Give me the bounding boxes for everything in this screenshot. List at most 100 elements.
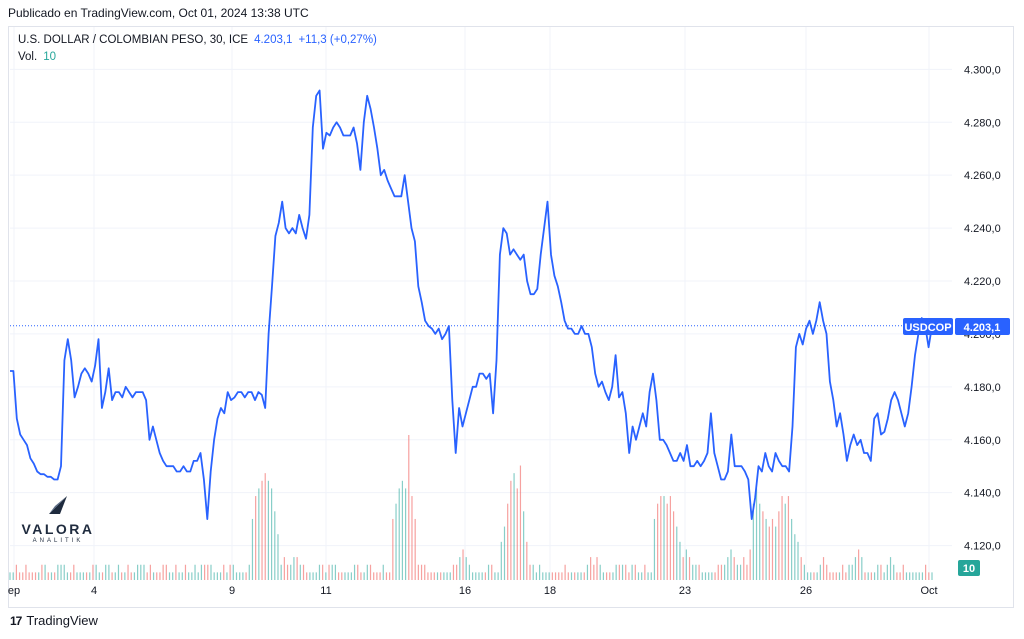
volume-bar: [133, 572, 136, 580]
volume-bar: [430, 572, 432, 580]
volume-bar: [15, 564, 17, 580]
volume-bar: [34, 572, 37, 580]
volume-bar: [108, 564, 110, 580]
volume-bar: [172, 572, 174, 580]
volume-bar: [280, 564, 282, 580]
volume-legend[interactable]: Vol. 10: [18, 51, 56, 63]
volume-bar: [784, 503, 786, 580]
volume-bar: [82, 572, 84, 580]
volume-bar: [98, 572, 100, 580]
volume-bar: [912, 572, 914, 580]
volume-bar: [360, 572, 362, 580]
volume-bar: [73, 564, 75, 580]
volume-bar: [101, 572, 104, 580]
volume-bar: [724, 564, 726, 580]
volume-bar: [867, 572, 869, 580]
volume-bar: [692, 564, 694, 580]
volume-bar: [701, 572, 703, 580]
volume-bar: [602, 572, 604, 580]
volume-bar: [357, 564, 359, 580]
volume-bar: [669, 496, 671, 580]
volume-bar: [523, 511, 525, 580]
volume-bar: [551, 572, 553, 580]
volume-bar: [302, 564, 305, 580]
volume-bar: [248, 564, 250, 580]
volume-bar: [577, 572, 579, 580]
volume-bar: [893, 564, 895, 580]
volume-bar: [334, 564, 337, 580]
volume-bar: [838, 572, 841, 580]
volume-bar: [574, 572, 576, 580]
volume-bar: [286, 564, 289, 580]
chart-frame[interactable]: [8, 26, 1014, 608]
y-tick-label: 4.220,0: [964, 276, 1001, 288]
volume-bar: [194, 564, 196, 580]
volume-bar: [877, 564, 879, 580]
volume-bar: [915, 572, 917, 580]
volume-histogram: [9, 435, 933, 580]
volume-bar: [832, 572, 834, 580]
volume-value: 10: [43, 51, 56, 63]
volume-bar: [899, 572, 901, 580]
volume-bar: [95, 564, 97, 580]
volume-bar: [816, 572, 818, 580]
volume-bar: [459, 557, 461, 580]
volume-bar: [564, 564, 566, 580]
volume-bar: [38, 572, 40, 580]
symbol-legend[interactable]: U.S. DOLLAR / COLOMBIAN PESO, 30, ICE 4.2…: [18, 34, 377, 46]
volume-bar: [229, 564, 231, 580]
volume-bar: [232, 564, 234, 580]
volume-bar: [143, 564, 145, 580]
volume-bar: [781, 496, 783, 580]
volume-bar: [264, 473, 266, 580]
volume-bar: [395, 503, 397, 580]
volume-bar: [235, 572, 238, 580]
y-tick-label: 4.240,0: [964, 223, 1001, 235]
volume-bar: [743, 557, 745, 580]
volume-bar: [755, 488, 758, 580]
volume-bar: [545, 572, 547, 580]
volume-bar: [800, 557, 802, 580]
volume-bar: [762, 511, 764, 580]
volume-bar: [341, 572, 343, 580]
volume-bar: [188, 572, 190, 580]
current-price: 4.203,1: [254, 34, 293, 46]
volume-bar: [516, 488, 518, 580]
volume-bar: [708, 572, 710, 580]
volume-bar: [558, 572, 560, 580]
volume-bar: [628, 572, 630, 580]
volume-bar: [896, 572, 898, 580]
x-tick-label: 16: [459, 585, 471, 597]
volume-bar: [778, 511, 780, 580]
volume-bar: [471, 572, 474, 580]
volume-bar: [318, 564, 321, 580]
x-tick-label: 18: [544, 585, 556, 597]
volume-bar: [353, 564, 356, 580]
volume-bar: [717, 564, 719, 580]
volume-bar: [605, 572, 608, 580]
volume-bar: [475, 572, 477, 580]
volume-bar: [427, 572, 429, 580]
volume-bar: [181, 572, 183, 580]
volume-bar: [449, 572, 451, 580]
volume-bar: [481, 572, 483, 580]
volume-bar: [858, 549, 860, 580]
volume-bar: [408, 435, 410, 580]
volume-bar: [156, 572, 158, 580]
volume-bar: [625, 564, 627, 580]
volume-bar: [184, 564, 187, 580]
volume-bar: [631, 564, 633, 580]
y-axis-labels: 4.120,04.140,04.160,04.180,04.200,04.220…: [964, 64, 1001, 552]
volume-bar: [296, 557, 298, 580]
volume-bar: [663, 496, 665, 580]
volume-bar: [379, 572, 381, 580]
volume-bar: [621, 564, 624, 580]
volume-bar: [653, 518, 656, 580]
volume-bar: [507, 503, 509, 580]
volume-bar: [363, 572, 365, 580]
y-tick-label: 4.160,0: [964, 435, 1001, 447]
volume-bar: [500, 541, 502, 580]
watermark-sub: ANALITIK: [32, 538, 84, 544]
volume-bar: [223, 564, 225, 580]
